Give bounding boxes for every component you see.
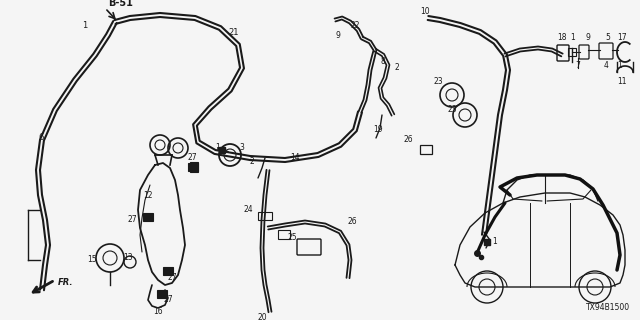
- Text: 1: 1: [82, 21, 87, 30]
- Text: 18: 18: [557, 34, 567, 43]
- Text: 9: 9: [586, 34, 591, 43]
- Text: 26: 26: [347, 218, 357, 227]
- Text: 24: 24: [243, 205, 253, 214]
- Text: 1: 1: [216, 143, 220, 153]
- Bar: [163, 267, 173, 275]
- Text: 16: 16: [153, 308, 163, 316]
- Text: FR.: FR.: [58, 278, 74, 287]
- Text: 6: 6: [38, 133, 44, 142]
- Text: 13: 13: [123, 253, 133, 262]
- Text: 17: 17: [617, 34, 627, 43]
- Text: 27: 27: [163, 295, 173, 305]
- Text: 3: 3: [239, 143, 244, 153]
- Text: 27: 27: [167, 274, 177, 283]
- Text: 27: 27: [127, 215, 137, 225]
- Text: 12: 12: [143, 190, 153, 199]
- Text: 26: 26: [403, 135, 413, 145]
- Text: 22: 22: [350, 20, 360, 29]
- Text: 1: 1: [571, 34, 575, 43]
- Bar: [188, 163, 198, 171]
- Text: 8: 8: [381, 58, 385, 67]
- Text: 21: 21: [228, 28, 239, 37]
- Text: 2: 2: [250, 157, 254, 166]
- Bar: [258, 212, 272, 220]
- Bar: [278, 230, 290, 239]
- Bar: [157, 290, 167, 298]
- Text: 2: 2: [395, 63, 399, 73]
- Text: 9: 9: [335, 30, 340, 39]
- Text: 20: 20: [257, 314, 267, 320]
- Text: 15: 15: [87, 255, 97, 265]
- Text: 23: 23: [447, 106, 457, 115]
- Text: 4: 4: [604, 60, 609, 69]
- Text: 23: 23: [433, 77, 443, 86]
- Text: 14: 14: [290, 154, 300, 163]
- Text: 10: 10: [420, 7, 430, 17]
- Text: 19: 19: [373, 125, 383, 134]
- Text: 5: 5: [605, 34, 611, 43]
- Text: 27: 27: [187, 154, 197, 163]
- Text: 1: 1: [618, 60, 622, 69]
- Bar: [143, 213, 153, 221]
- Text: 1: 1: [493, 237, 497, 246]
- Text: TX94B1500: TX94B1500: [586, 303, 630, 312]
- Text: B-51: B-51: [108, 0, 133, 8]
- Text: 7: 7: [575, 60, 580, 69]
- Text: 25: 25: [287, 234, 297, 243]
- Bar: [420, 145, 432, 154]
- Bar: [568, 48, 576, 56]
- Bar: [190, 162, 198, 172]
- Text: 11: 11: [617, 77, 627, 86]
